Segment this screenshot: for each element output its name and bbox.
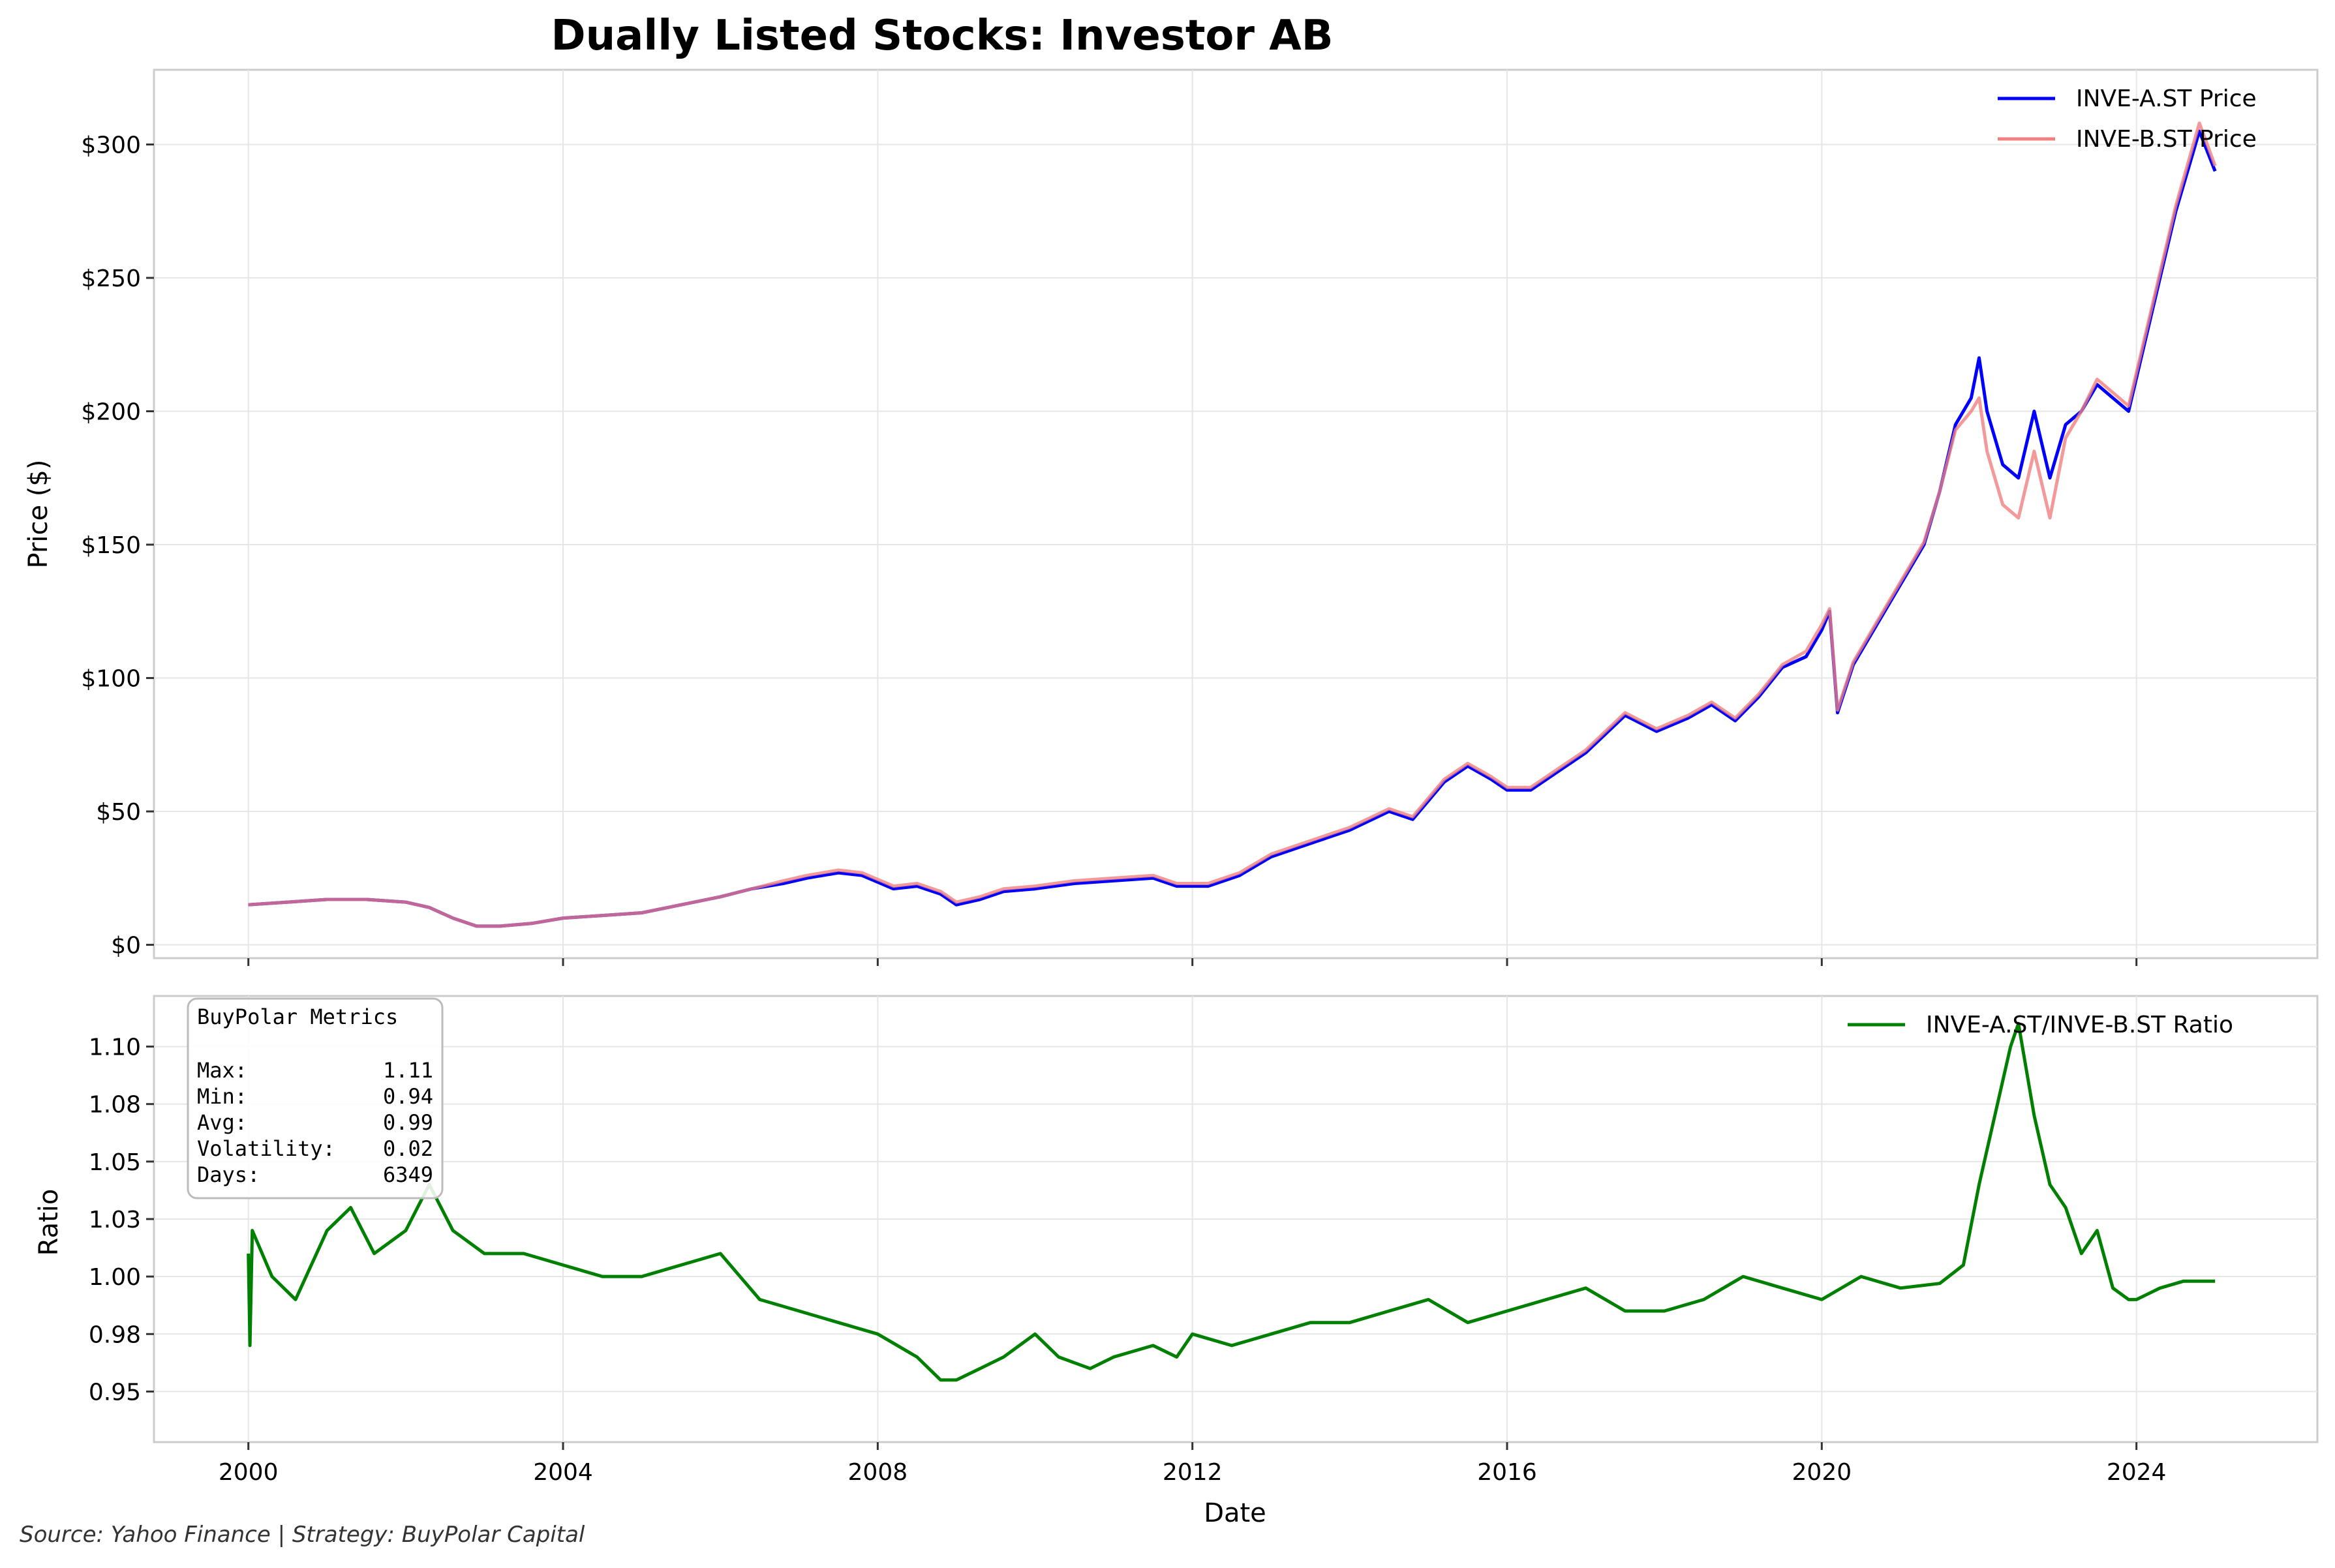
y-tick-label: $100 [81,666,141,693]
x-tick-label: 2016 [1477,1459,1537,1486]
x-tick-label: 2004 [533,1459,593,1486]
price-series-lines [248,121,2217,928]
x-tick-label: 2012 [1163,1459,1223,1486]
metrics-row-value: 0.02 [383,1136,433,1161]
ratio-legend: INVE-A.ST/INVE-B.ST Ratio [1848,1012,2233,1038]
metrics-row-label: Volatility: [197,1136,335,1161]
y-tick-label: 1.03 [89,1207,141,1233]
metrics-row-label: Days: [197,1162,260,1187]
ratio-series-lines [247,1021,2216,1382]
legend-label: INVE-A.ST/INVE-B.ST Ratio [1926,1012,2233,1038]
price-legend: INVE-A.ST Price INVE-B.ST Price [1998,85,2257,153]
y-tick-label: 1.10 [89,1034,141,1061]
metrics-row-label: Avg: [197,1110,247,1135]
chart-title: Dually Listed Stocks: Investor AB [551,12,1333,60]
price-gridlines [154,70,2317,958]
legend-label: INVE-B.ST Price [2076,126,2257,153]
y-tick-label: 0.98 [89,1321,141,1348]
legend-label: INVE-A.ST Price [2076,85,2257,112]
ratio-axis-ticks: 2000 2004 2008 2012 2016 2020 2024 0.95 0.98 1.00… [89,1034,2167,1486]
price-plot-area [153,68,2319,959]
metrics-row-value: 1.11 [383,1058,433,1083]
y-tick-label: 1.05 [89,1149,141,1176]
metrics-row-label: Min: [197,1084,247,1109]
x-tick-label: 2000 [219,1459,279,1486]
price-y-axis-label: Price ($) [23,460,53,569]
y-tick-label: $150 [81,532,141,559]
ratio-panel: 2000 2004 2008 2012 2016 2020 2024 0.95 0.98 1.00… [34,995,2319,1528]
x-tick-label: 2020 [1792,1459,1852,1486]
metrics-rows: Max: 1.11 Min: 0.94 Avg: 0.99 Volatility: 0.02 D… [197,1058,433,1187]
x-tick-label: 2008 [848,1459,908,1486]
metrics-box: BuyPolar Metrics Max: 1.11 Min: 0.94 Avg: 0.9… [187,997,444,1199]
ratio-gridlines [154,996,2317,1442]
series-line-inve-b-st-price [248,121,2217,928]
y-tick-label: 1.00 [89,1264,141,1291]
metrics-row-label: Max: [197,1058,247,1083]
price-panel: $0 $50 $100 $150 $200 $250 $300 Price ($) INVE… [23,68,2319,966]
x-axis-label: Date [1204,1498,1266,1528]
ratio-y-axis-label: Ratio [34,1189,64,1256]
y-tick-label: 1.08 [89,1092,141,1119]
metrics-box-frame [187,997,444,1199]
y-tick-label: $0 [111,933,141,959]
source-note: Source: Yahoo Finance | Strategy: BuyPol… [20,1522,585,1548]
x-tick-label: 2024 [2107,1459,2167,1486]
metrics-row-value: 0.99 [383,1110,433,1135]
price-axis-ticks: $0 $50 $100 $150 $200 $250 $300 [81,132,2138,966]
y-tick-label: $200 [81,399,141,426]
y-tick-label: 0.95 [89,1379,141,1406]
metrics-row-value: 6349 [383,1162,433,1187]
series-line-inve-a-st-inve-b-st-ratio [247,1021,2216,1382]
metrics-row-value: 0.94 [383,1084,433,1109]
y-tick-label: $250 [81,265,141,292]
y-tick-label: $50 [96,799,141,826]
y-tick-label: $300 [81,132,141,159]
metrics-title: BuyPolar Metrics [197,1004,398,1029]
